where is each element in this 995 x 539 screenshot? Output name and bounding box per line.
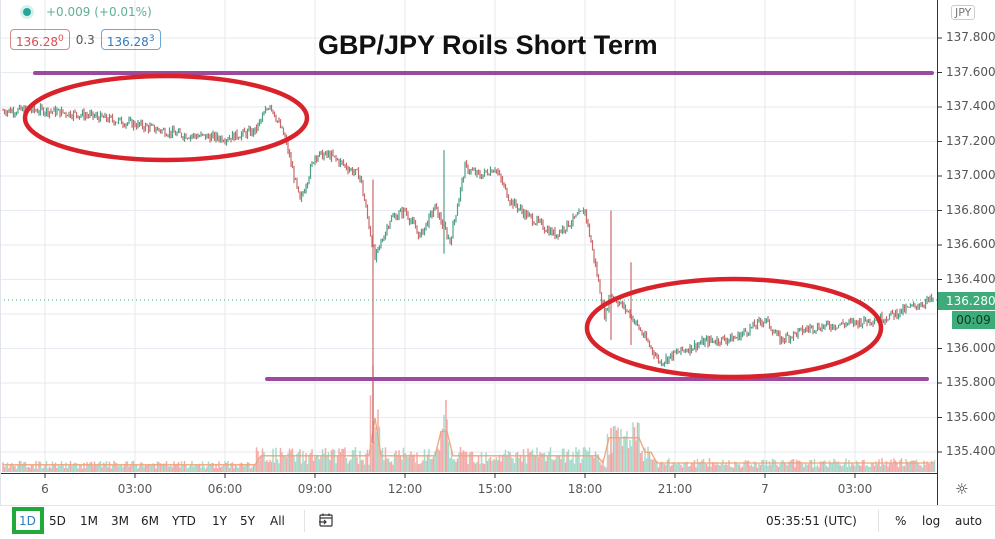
symbol-legend: +0.009 (+0.01%) — [20, 5, 152, 19]
range-1y[interactable]: 1Y — [212, 514, 227, 528]
time-tick-label: 6 — [41, 482, 49, 496]
currency-label[interactable]: JPY — [951, 5, 976, 20]
price-tick-label: 135.400 — [946, 444, 995, 458]
utc-clock[interactable]: 05:35:51 (UTC) — [766, 514, 857, 528]
live-dot-icon — [20, 5, 34, 19]
time-tick-label: 15:00 — [477, 482, 513, 496]
quote-panel: 136.280 0.3 136.283 — [10, 29, 161, 50]
time-axis-ticks — [44, 473, 856, 478]
auto-toggle[interactable]: auto — [955, 514, 983, 528]
price-tick-label: 137.600 — [946, 64, 995, 79]
volume-histogram — [2, 365, 936, 472]
chart-grid — [0, 0, 937, 473]
sell-price: 136.28 — [16, 35, 58, 49]
active-range-highlight — [12, 507, 44, 534]
time-tick-label: 06:00 — [207, 482, 243, 496]
volume-moving-average — [3, 417, 933, 466]
time-tick-label: 09:00 — [297, 482, 333, 496]
price-tick-label: 136.600 — [946, 237, 995, 251]
price-tick-label: 137.000 — [946, 168, 995, 182]
price-tick-label: 136.000 — [946, 340, 995, 355]
buy-button[interactable]: 136.283 — [100, 29, 161, 50]
calendar-goto-icon[interactable] — [318, 512, 334, 532]
price-tick-label: 137.400 — [946, 99, 995, 113]
log-toggle[interactable]: log — [922, 514, 941, 528]
toolbar-separator — [878, 510, 879, 532]
time-tick-label: 21:00 — [657, 482, 693, 496]
percent-toggle[interactable]: % — [895, 514, 907, 528]
price-tick-label: 137.800 — [946, 30, 995, 44]
range-all[interactable]: All — [270, 514, 285, 528]
chart-title: GBP/JPY Roils Short Term — [318, 30, 658, 60]
price-bars — [2, 103, 934, 444]
price-tick-label: 136.400 — [946, 271, 995, 286]
consolidation-ellipse-right[interactable] — [584, 276, 884, 380]
range-1m[interactable]: 1M — [80, 514, 98, 528]
price-tick-label: 136.800 — [946, 202, 995, 217]
price-axis-ticks — [937, 37, 942, 453]
bottom-toolbar — [0, 505, 995, 539]
range-5y[interactable]: 5Y — [240, 514, 255, 528]
range-6m[interactable]: 6M — [141, 514, 159, 528]
range-ytd[interactable]: YTD — [172, 514, 196, 528]
consolidation-ellipse-left[interactable] — [22, 73, 310, 163]
price-tick-label: 135.600 — [946, 409, 995, 424]
gear-icon[interactable]: ☼ — [955, 480, 969, 498]
spread-value: 0.3 — [75, 32, 95, 47]
buy-price: 136.28 — [106, 35, 149, 49]
last-price-tag: 136.280 — [938, 292, 995, 310]
buy-pip: 3 — [148, 34, 155, 44]
time-tick-label: 03:00 — [117, 482, 153, 496]
range-5d[interactable]: 5D — [49, 514, 66, 528]
range-3m[interactable]: 3M — [111, 514, 129, 528]
bar-countdown: 00:09 — [952, 311, 995, 329]
time-tick-label: 12:00 — [387, 482, 423, 496]
range-1d[interactable]: 1D — [19, 514, 36, 528]
time-tick-label: 03:00 — [837, 482, 873, 496]
price-tick-label: 135.800 — [946, 375, 995, 389]
time-tick-label: 7 — [761, 482, 769, 496]
toolbar-separator — [304, 510, 305, 532]
time-tick-label: 18:00 — [567, 482, 603, 496]
sell-pip: 0 — [58, 34, 64, 44]
price-tick-label: 137.200 — [946, 133, 995, 148]
price-change: +0.009 (+0.01%) — [46, 5, 152, 19]
sell-button[interactable]: 136.280 — [10, 29, 70, 50]
